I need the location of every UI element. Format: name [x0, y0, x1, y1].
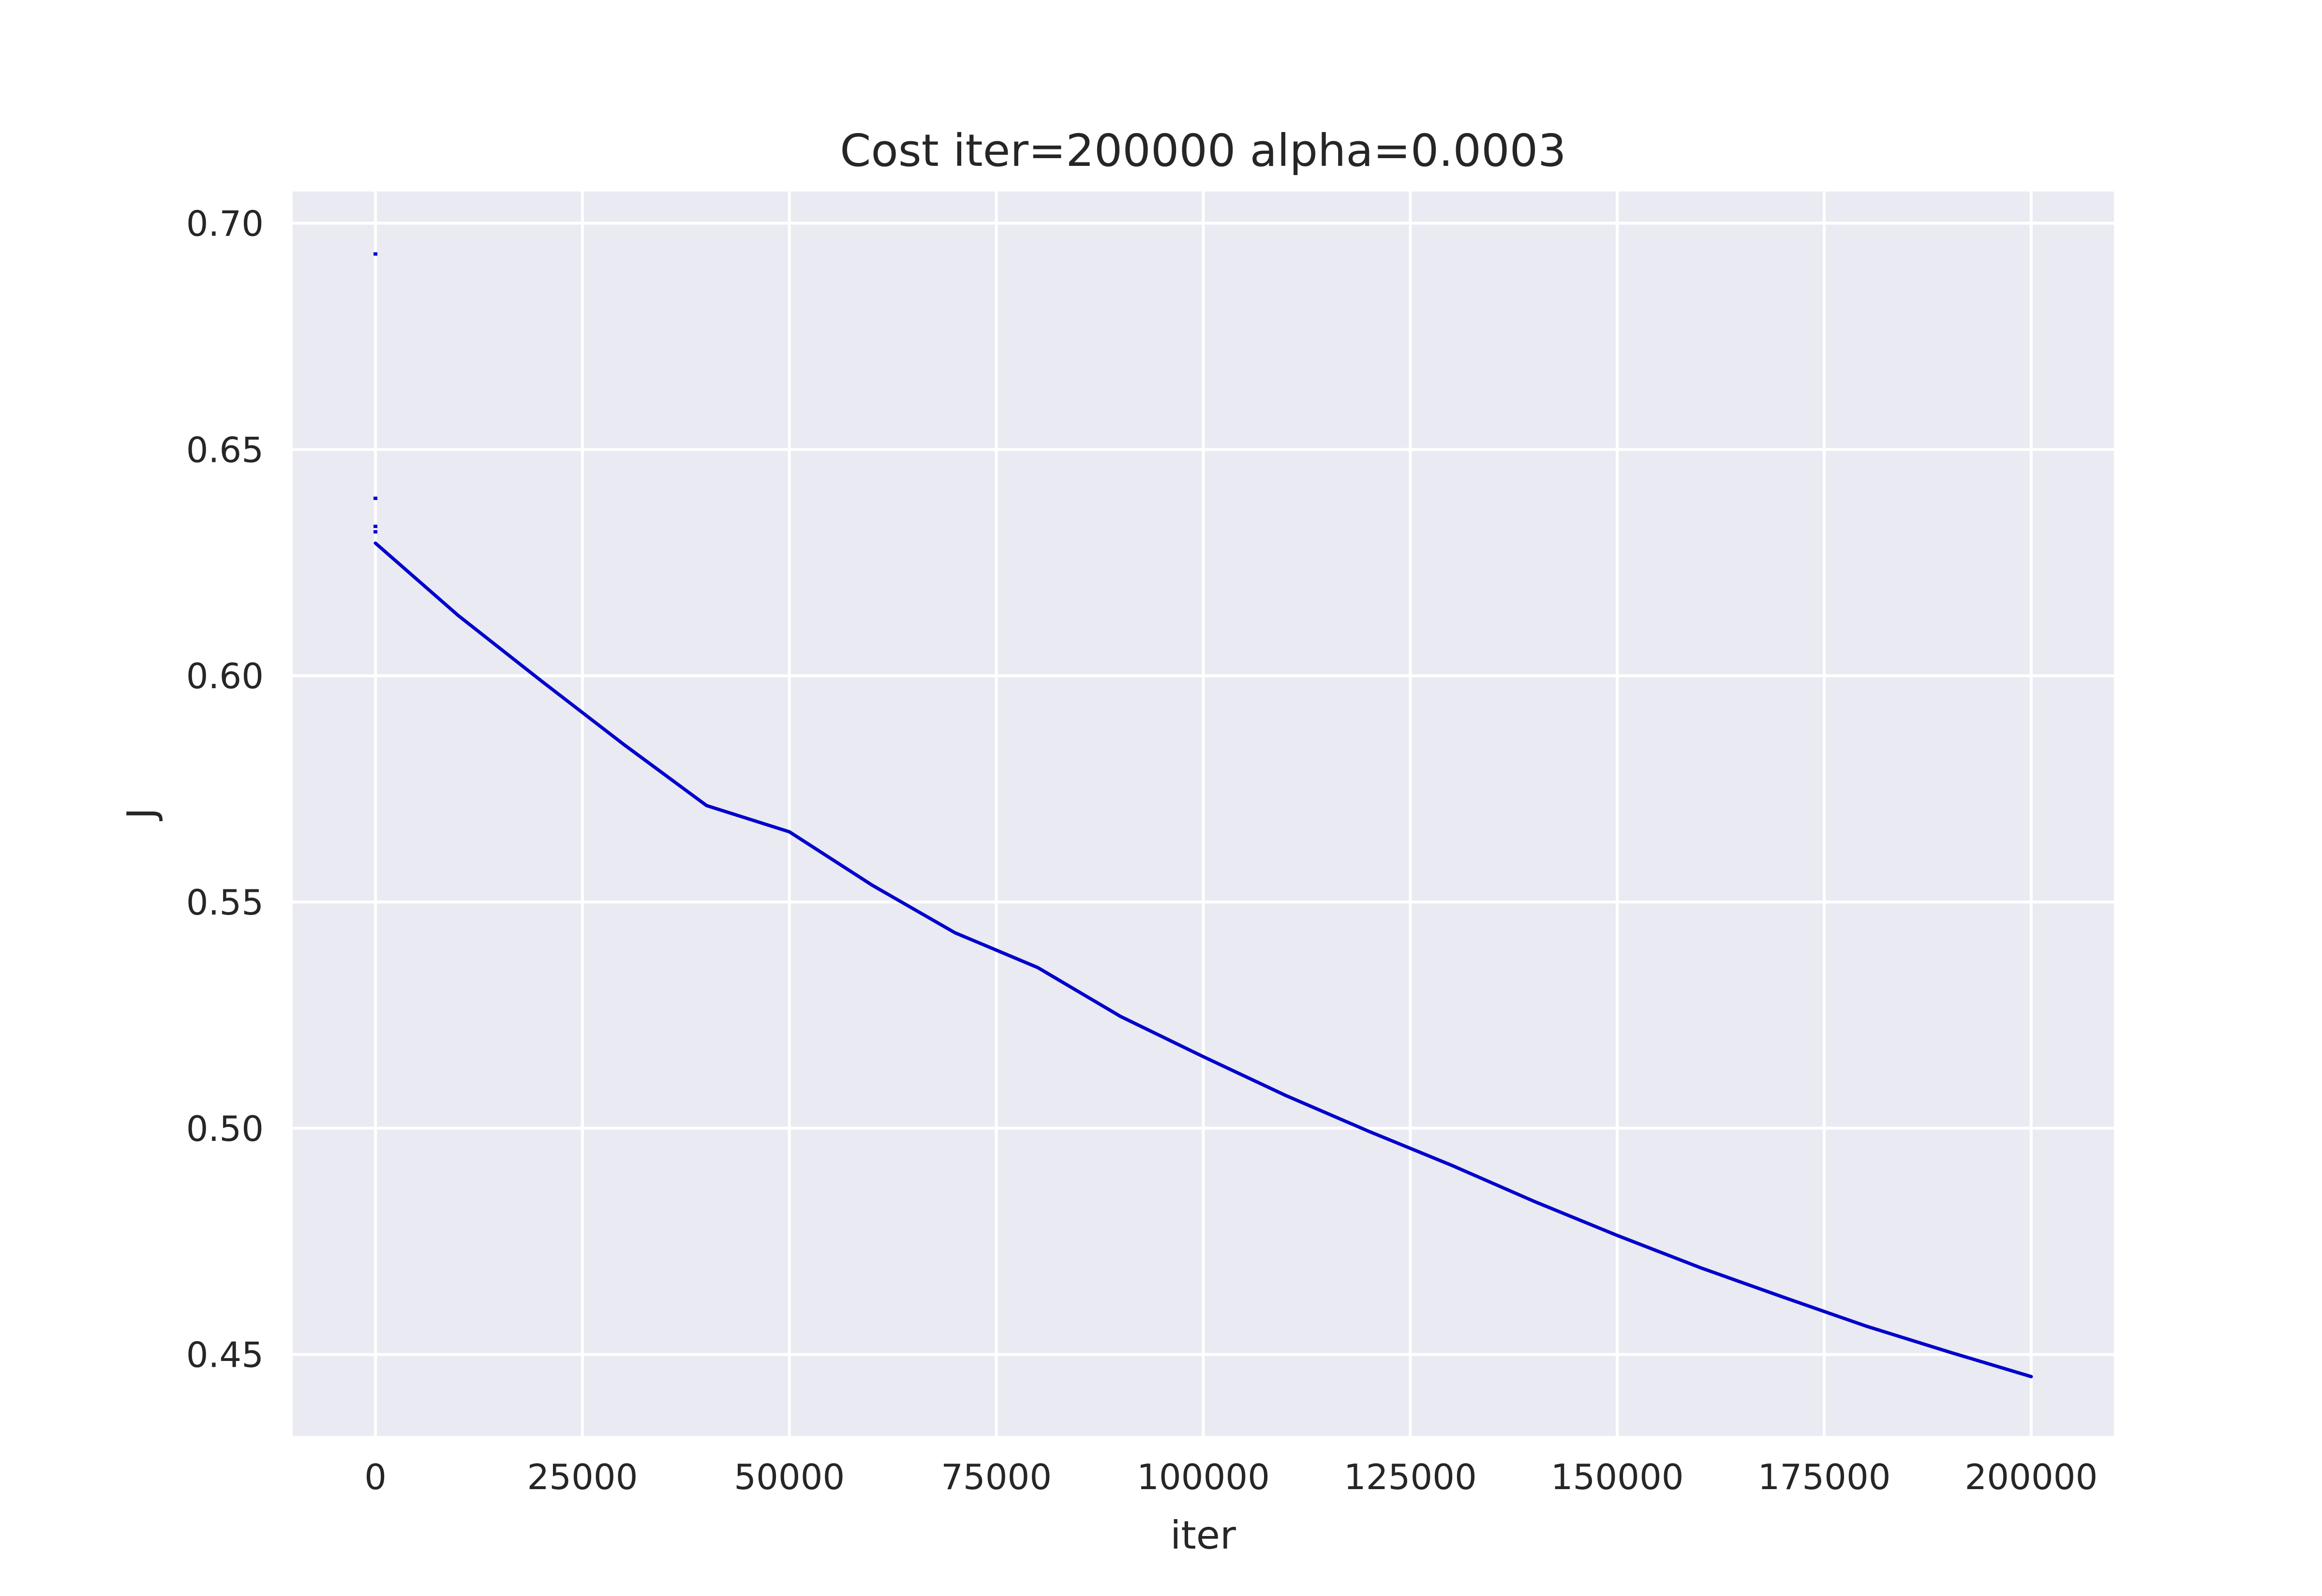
- x-tick-label: 50000: [734, 1457, 845, 1497]
- y-tick-label: 0.60: [186, 656, 264, 696]
- y-tick-label: 0.65: [186, 429, 264, 470]
- x-tick-label: 75000: [941, 1457, 1052, 1497]
- y-tick-label: 0.45: [186, 1335, 264, 1375]
- x-tick-label: 100000: [1137, 1457, 1270, 1497]
- x-axis-label: iter: [1170, 1513, 1236, 1558]
- x-tick-label: 150000: [1551, 1457, 1684, 1497]
- x-tick-label: 25000: [527, 1457, 638, 1497]
- x-tick-label: 175000: [1758, 1457, 1891, 1497]
- x-tick-label: 200000: [1965, 1457, 2098, 1497]
- y-tick-label: 0.70: [186, 203, 264, 244]
- y-tick-label: 0.50: [186, 1108, 264, 1149]
- y-tick-labels: 0.45 0.50 0.55 0.60 0.65 0.70: [186, 203, 264, 1375]
- x-tick-labels: 0 25000 50000 75000 100000 125000 150000 175000…: [364, 1457, 2098, 1497]
- chart-title: Cost iter=200000 alpha=0.0003: [840, 125, 1566, 177]
- series-layer: [373, 252, 2033, 1378]
- x-tick-label: 0: [364, 1457, 387, 1497]
- y-tick-label: 0.55: [186, 882, 264, 923]
- cost-line: [373, 541, 2033, 1378]
- y-axis-label: J: [119, 808, 164, 822]
- grid-lines: [293, 192, 2114, 1436]
- x-tick-label: 125000: [1344, 1457, 1477, 1497]
